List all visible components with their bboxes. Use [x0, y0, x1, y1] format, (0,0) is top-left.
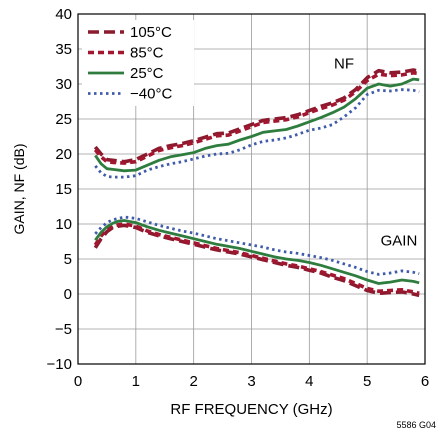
x-tick-label: 6: [421, 373, 429, 390]
legend: 105°C 85°C 25°C −40°C: [82, 20, 194, 106]
series-line-gain-7: [94, 215, 420, 276]
x-tick-label: 2: [189, 373, 197, 390]
y-tick-label: 30: [55, 76, 72, 93]
series-line-nf-0: [93, 68, 420, 164]
legend-box: [82, 20, 194, 106]
y-tick-label: 10: [55, 216, 72, 233]
x-tick-label: 1: [132, 373, 140, 390]
series-line-nf-1: [93, 71, 420, 165]
y-tick-label: 5: [64, 251, 72, 268]
y-tick-label: 20: [55, 146, 72, 163]
series-line-nf-3: [94, 88, 420, 179]
series-line-nf-2: [94, 77, 420, 173]
y-tick-label: 0: [64, 286, 72, 303]
legend-label: 85°C: [130, 45, 164, 62]
series-group: [93, 68, 420, 298]
y-axis-label: GAIN, NF (dB): [11, 143, 27, 234]
legend-label: 105°C: [130, 24, 172, 41]
annotations: NF GAIN: [334, 56, 417, 250]
annotation-gain: GAIN: [381, 233, 418, 250]
y-tick-label: 40: [55, 6, 72, 23]
legend-label: 25°C: [130, 65, 164, 82]
legend-label: −40°C: [130, 86, 172, 103]
series-line-gain-4: [93, 223, 420, 298]
y-tick-label: 35: [55, 41, 72, 58]
y-tick-labels: −10 −5 0 5 10 15 20 25 30 35 40: [47, 6, 72, 373]
y-tick-label: 25: [55, 111, 72, 128]
annotation-nf: NF: [334, 56, 354, 73]
x-tick-label: 3: [247, 373, 255, 390]
x-tick-label: 0: [74, 373, 82, 390]
y-tick-label: −10: [47, 356, 72, 373]
figure-id: 5586 G04: [396, 420, 436, 430]
x-tick-label: 5: [363, 373, 371, 390]
y-tick-label: −5: [55, 321, 72, 338]
series-line-gain-5: [93, 222, 420, 296]
plot-frame: [77, 13, 426, 365]
series-line-gain-6: [94, 219, 420, 285]
x-tick-labels: 0 1 2 3 4 5 6: [74, 373, 429, 390]
x-axis-label: RF FREQUENCY (GHz): [170, 401, 332, 418]
x-tick-label: 4: [305, 373, 313, 390]
y-tick-label: 15: [55, 181, 72, 198]
